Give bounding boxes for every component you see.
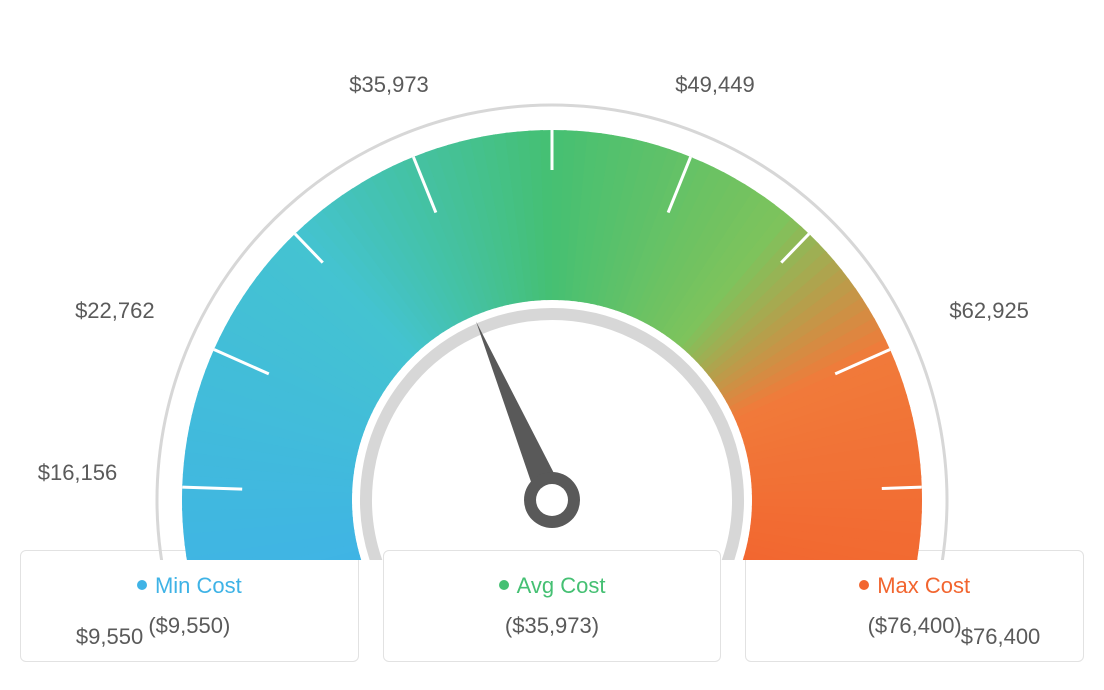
gauge-tick-label: $49,449: [675, 72, 755, 98]
gauge-tick-label: $76,400: [961, 624, 1041, 650]
legend-value: ($35,973): [394, 613, 711, 639]
legend-row: Min Cost($9,550) Avg Cost ($35,973) Max Cos…: [20, 550, 1084, 662]
legend-title: Avg Cost: [394, 573, 711, 599]
gauge-tick-label: $16,156: [38, 460, 118, 486]
legend-title-text: Avg Cost: [517, 573, 606, 598]
legend-card-avg: Avg Cost ($35,973): [383, 550, 722, 662]
legend-title-text: Min Cost: [155, 573, 242, 598]
cost-gauge-chart: $9,550 $16,156 $22,762 $35,973 $49,449 $62,92…: [20, 20, 1084, 662]
legend-title: Max Cost: [756, 573, 1073, 599]
legend-title: Min Cost: [31, 573, 348, 599]
gauge-area: $9,550$16,156$22,762$35,973$49,449$62,92…: [20, 20, 1084, 540]
gauge-tick-label: $35,973: [349, 72, 429, 98]
gauge-tick-label: $62,925: [949, 298, 1029, 324]
gauge-svg: [20, 40, 1084, 560]
gauge-tick-label: $9,550: [76, 624, 143, 650]
legend-dot-icon: [499, 580, 509, 590]
legend-card-min: Min Cost($9,550): [20, 550, 359, 662]
legend-dot-icon: [137, 580, 147, 590]
gauge-tick-label: $22,762: [75, 298, 155, 324]
legend-title-text: Max Cost: [877, 573, 970, 598]
legend-dot-icon: [859, 580, 869, 590]
